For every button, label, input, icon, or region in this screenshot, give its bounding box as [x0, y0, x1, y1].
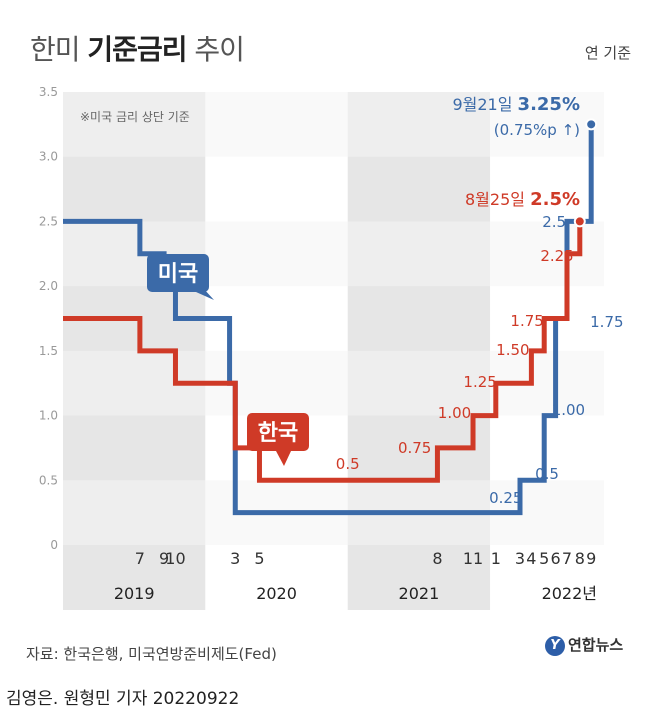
- us-value-label: 0.25: [489, 489, 522, 507]
- title-part-2: 추이: [186, 33, 245, 66]
- year-label: 2020: [256, 584, 297, 603]
- y-tick-label: 3.0: [39, 150, 58, 164]
- month-tick-label: 7: [135, 549, 145, 568]
- y-axis: 0 0.5 1.0 1.5 2.0 2.5 3.0 3.5 ※미국 금리 상단 기준: [39, 85, 190, 552]
- y-tick-label: 1.0: [39, 409, 58, 423]
- korea-rate-line: [63, 221, 583, 483]
- y-tick-label: 3.5: [39, 85, 58, 99]
- korea-end-label: 8월25일 2.5%: [465, 189, 580, 210]
- month-tick-label: 9: [159, 549, 169, 568]
- rate-chart: 00.51.01.52.02.53.03.5※미국 금리 상단 기준 7 910 3…: [39, 85, 624, 610]
- us-value-label: 0.5: [535, 465, 559, 483]
- footnote-text: ※미국 금리 상단 기준: [80, 110, 190, 124]
- grid-stripe: [63, 92, 604, 157]
- month-tick-label: 3: [515, 549, 525, 568]
- month-tick-label: 5: [254, 549, 264, 568]
- month-tick-label: 11: [463, 549, 483, 568]
- month-tick-label: 3: [230, 549, 240, 568]
- brand-name: 연합뉴스: [568, 636, 624, 654]
- y-tick-label: 2.5: [39, 214, 58, 228]
- us-series-badge: 미국: [147, 254, 214, 300]
- title-bold: 기준금리: [87, 33, 187, 66]
- month-tick-label: 10: [165, 549, 185, 568]
- us-value-label: 2.5: [542, 213, 566, 231]
- korea-value-label: 1.50: [496, 341, 529, 359]
- korea-series-badge: 한국: [247, 413, 309, 466]
- korea-value-label: 2.25: [540, 247, 573, 265]
- us-value-label: 1.75: [590, 313, 623, 331]
- byline: 김영은. 원형민 기자 20220922: [6, 689, 240, 709]
- korea-value-label: 0.75: [398, 439, 431, 457]
- month-tick-label: 4: [526, 549, 536, 568]
- month-tick-label: 8: [575, 549, 585, 568]
- korea-end-value: 2.5%: [530, 189, 580, 210]
- value-labels: 0.25 0.5 1.00 1.75 2.5 0.5 0.75 1.00 1.251.50 1.7…: [336, 213, 624, 507]
- korea-value-label: 1.00: [438, 404, 471, 422]
- korea-series-badge-tail: [276, 451, 291, 466]
- year-label: 2019: [114, 584, 155, 603]
- korea-value-label: 1.75: [510, 312, 543, 330]
- us-series-badge-text: 미국: [158, 262, 198, 287]
- korea-end-point: [573, 215, 586, 228]
- chart-title: 한미 기준금리 추이: [30, 28, 245, 68]
- us-end-value: 3.25%: [518, 94, 580, 115]
- us-end-point: [585, 118, 598, 131]
- brand-icon: Y: [545, 635, 565, 656]
- korea-series-badge-box: [247, 413, 309, 451]
- brand-logo: Y 연합뉴스: [545, 634, 623, 656]
- us-end-date: 9월21일: [452, 95, 517, 114]
- unit-label: 연 기준: [584, 44, 631, 62]
- month-tick-label: 7: [562, 549, 572, 568]
- us-end-label: 9월21일 3.25%: [452, 94, 580, 115]
- month-tick-label: 8: [432, 549, 442, 568]
- us-series-badge-box: [147, 254, 209, 292]
- korea-value-label: 1.25: [463, 373, 496, 391]
- year-label: 2021: [399, 584, 440, 603]
- us-end-change: (0.75%p ↑): [494, 121, 580, 139]
- month-tick-label: 9: [586, 549, 596, 568]
- year-label: 2022년: [542, 584, 597, 603]
- us-value-label: 1.00: [552, 401, 585, 419]
- y-tick-label: 1.5: [39, 344, 58, 358]
- korea-series-badge-text: 한국: [258, 421, 298, 446]
- y-tick-label: 0.5: [39, 473, 58, 487]
- us-series-badge-tail: [196, 288, 214, 300]
- title-part-1: 한미: [30, 33, 88, 66]
- month-tick-label: 1: [491, 549, 501, 568]
- source-note: 자료: 한국은행, 미국연방준비제도(Fed): [26, 645, 277, 663]
- month-tick-label: 6: [551, 549, 561, 568]
- korea-end-date: 8월25일: [465, 190, 530, 209]
- y-tick-label: 2.0: [39, 279, 58, 293]
- month-tick-label: 5: [539, 549, 549, 568]
- y-tick-label: 0: [50, 538, 58, 552]
- korea-value-label: 0.5: [336, 455, 360, 473]
